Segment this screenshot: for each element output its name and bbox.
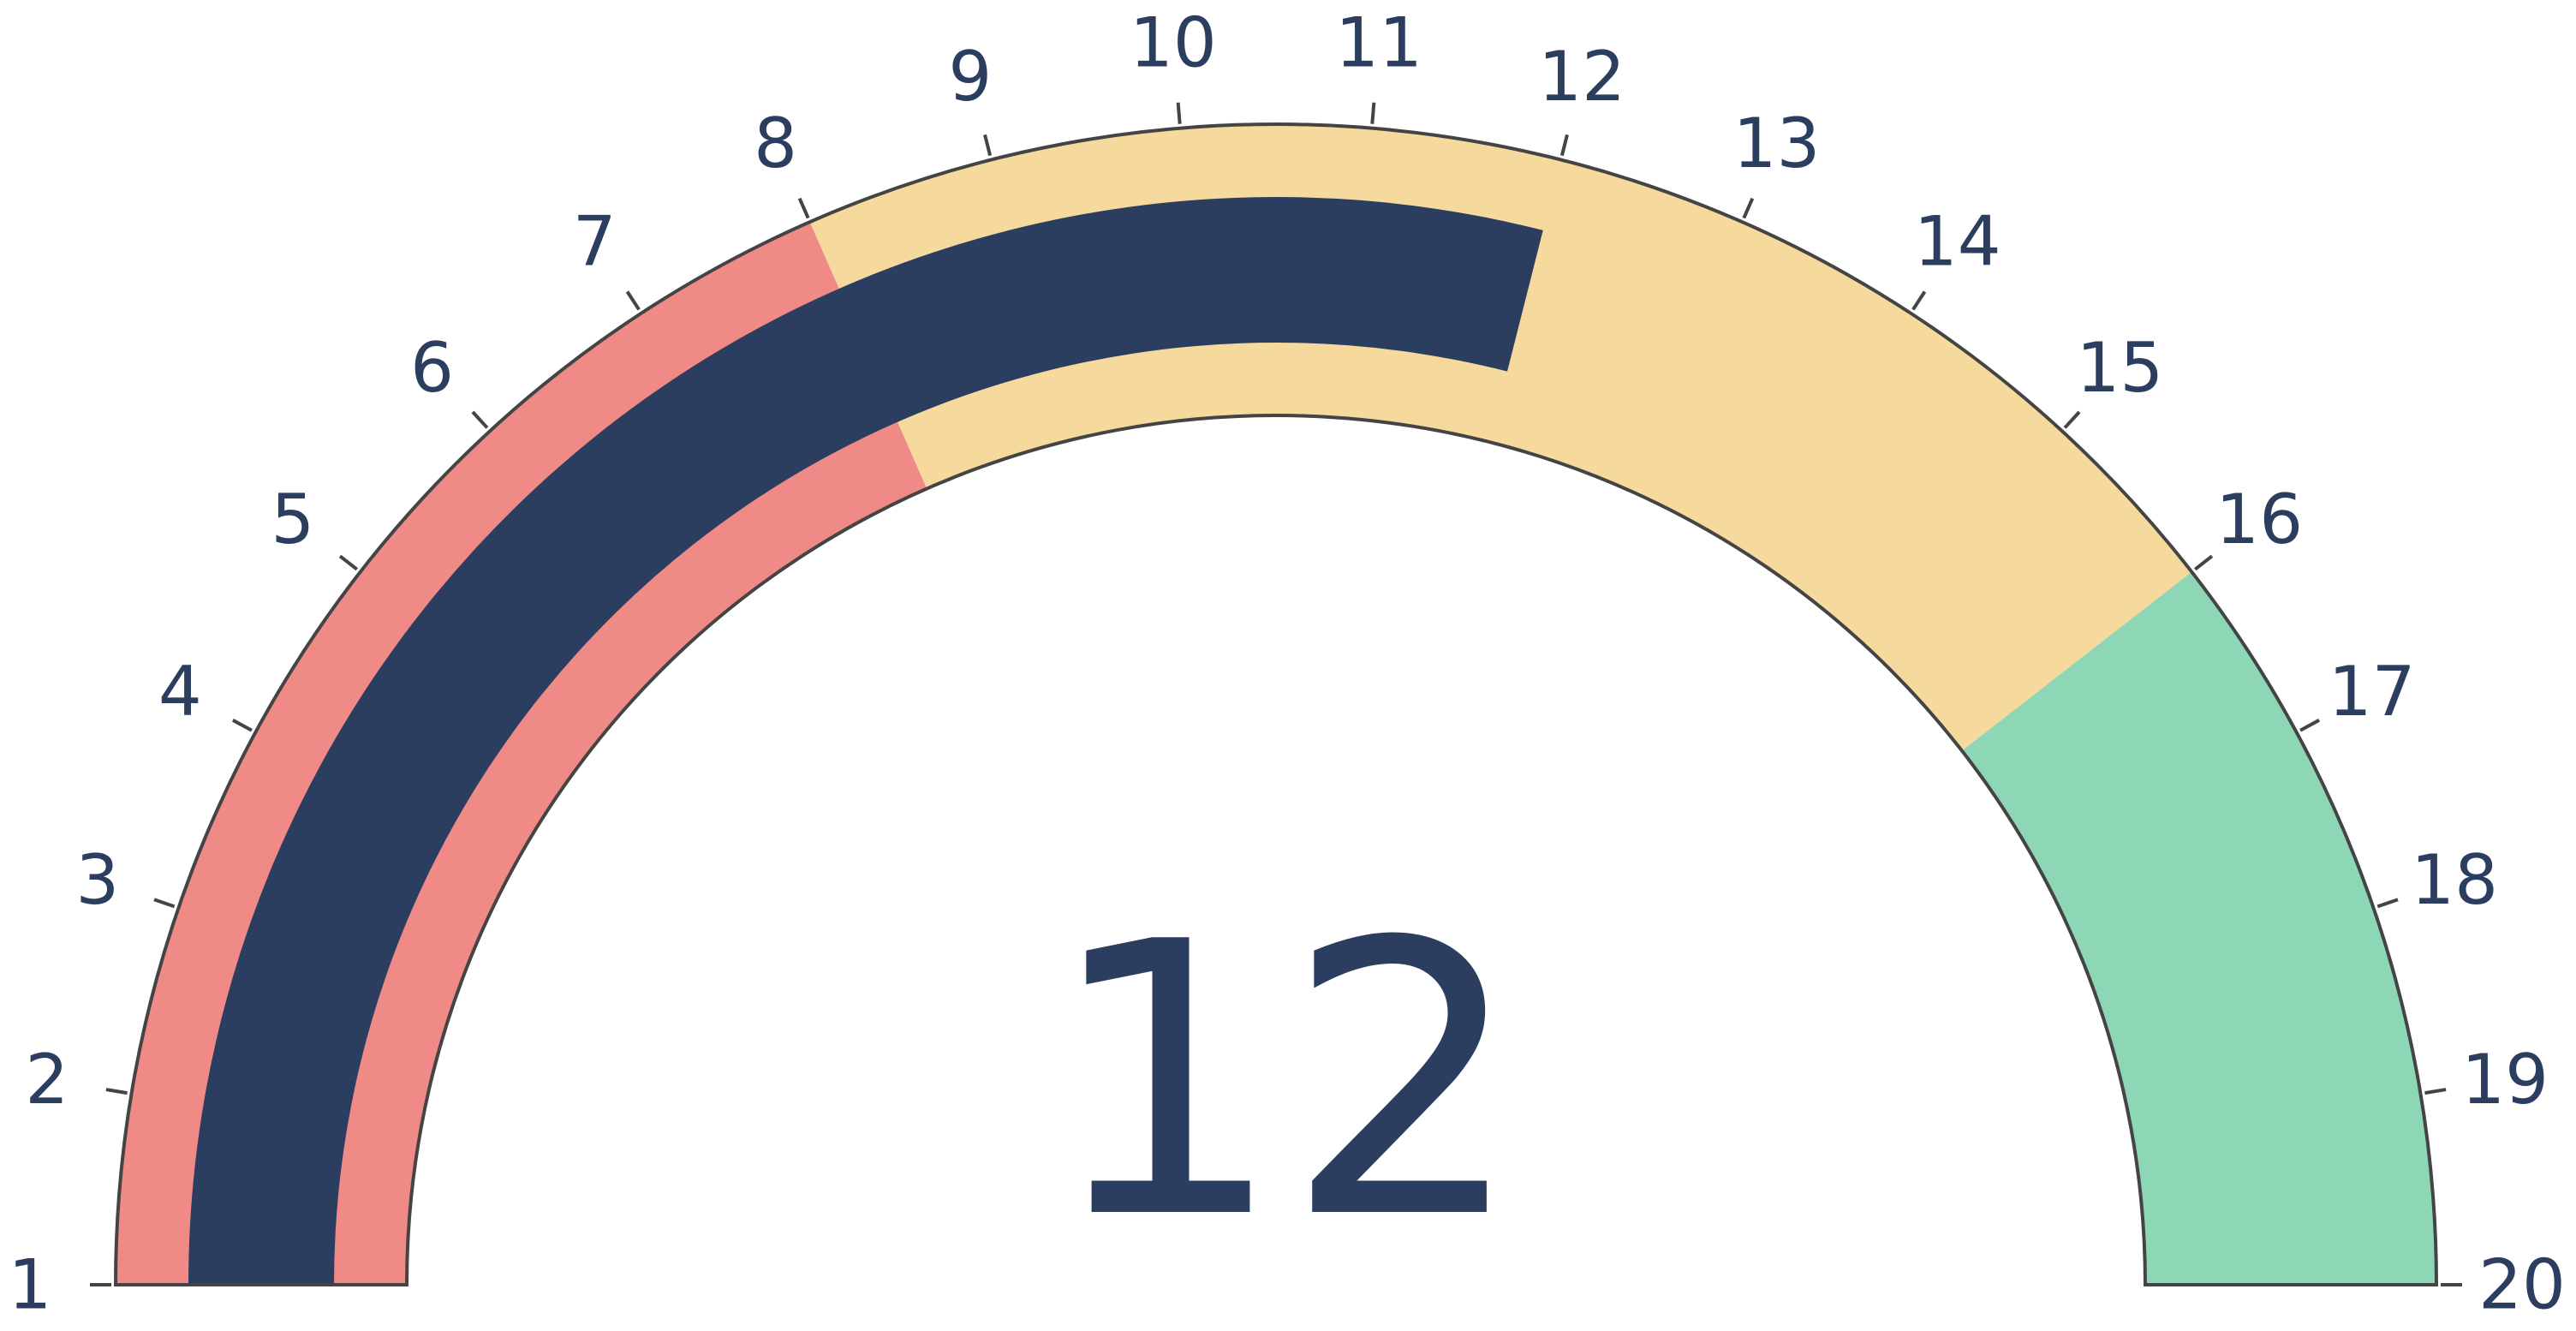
gauge-tick-label: 7 (573, 201, 617, 281)
gauge-tick-mark (338, 554, 358, 571)
gauge-tick-mark (231, 719, 253, 732)
gauge-tick-label: 8 (754, 104, 797, 183)
gauge-tick-label: 12 (1538, 37, 1625, 116)
gauge-tick-mark (1559, 134, 1569, 157)
gauge-tick-mark (797, 197, 810, 219)
gauge-tick-label: 6 (410, 328, 454, 408)
gauge-tick-label: 20 (2478, 1245, 2566, 1325)
gauge-tick-mark (153, 898, 176, 909)
gauge-tick-label: 15 (2077, 328, 2164, 408)
gauge-tick-mark (1370, 102, 1376, 124)
gauge-tick-label: 11 (1335, 3, 1422, 82)
gauge-step-band-3 (1961, 571, 2436, 1285)
gauge-value-bar-group (188, 196, 1543, 1286)
gauge-tick-label: 1 (9, 1245, 52, 1325)
gauge-tick-mark (2299, 719, 2321, 732)
gauge-tick-label: 5 (271, 480, 314, 559)
gauge-tick-mark (2194, 554, 2214, 571)
gauge-tick-label: 10 (1130, 3, 1217, 82)
gauge-tick-mark (1911, 290, 1927, 311)
gauge-tick-mark (105, 1088, 128, 1095)
gauge-tick-label: 18 (2411, 840, 2498, 920)
gauge-value-text: 12 (1045, 862, 1524, 1301)
gauge-tick-label: 16 (2215, 480, 2303, 559)
gauge-ticks (90, 102, 2462, 1286)
gauge-tick-mark (1742, 197, 1755, 219)
gauge-tick-label: 9 (948, 37, 992, 116)
gauge-tick-mark (983, 134, 993, 157)
gauge-tick-label: 4 (158, 652, 202, 731)
gauge-tick-mark (625, 290, 641, 311)
gauge-tick-label: 17 (2329, 652, 2416, 731)
gauge-tick-label: 2 (25, 1040, 69, 1119)
gauge-tick-mark (2376, 898, 2399, 909)
gauge-outline-group (113, 122, 2439, 1286)
gauge-tick-label: 14 (1914, 201, 2001, 281)
gauge-value-bar (188, 196, 1543, 1286)
gauge-outline (113, 122, 2439, 1286)
gauge-tick-mark (2424, 1088, 2447, 1095)
gauge-tick-label: 19 (2461, 1040, 2549, 1119)
gauge-tick-label: 13 (1733, 104, 1821, 183)
gauge-tick-mark (2063, 410, 2081, 429)
gauge-tick-mark (471, 410, 489, 429)
gauge-tick-mark (1176, 102, 1182, 124)
gauge-tick-label: 3 (75, 840, 119, 920)
